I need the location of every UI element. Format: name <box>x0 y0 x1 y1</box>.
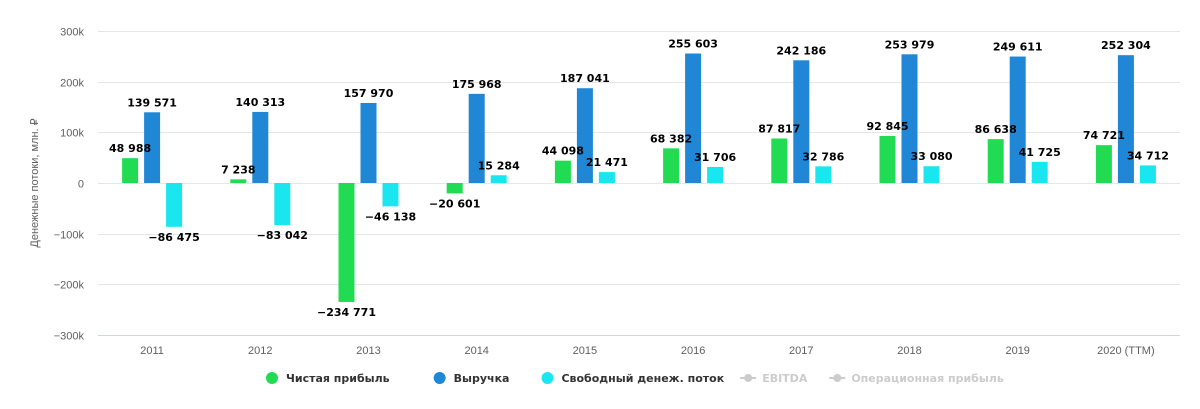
bar <box>1009 56 1026 183</box>
data-label: 15 284 <box>478 159 520 172</box>
bar <box>685 53 702 184</box>
legend-item[interactable]: Чистая прибыль <box>266 372 390 385</box>
legend-item[interactable]: Свободный денеж. поток <box>541 372 725 385</box>
bar <box>554 160 571 183</box>
bar <box>598 172 615 183</box>
bar <box>923 166 940 183</box>
data-label: 252 304 <box>1101 39 1151 52</box>
legend-marker <box>541 372 554 384</box>
bar <box>793 60 810 183</box>
legend: Чистая прибыль Выручка Свободный денеж. по… <box>266 372 1004 385</box>
data-label: 32 786 <box>802 150 844 163</box>
x-tick-label: 2012 <box>248 345 272 357</box>
bar <box>1117 55 1134 184</box>
legend-label: Выручка <box>454 372 510 385</box>
data-label: −86 475 <box>148 231 199 244</box>
bar <box>382 183 399 207</box>
data-label: 253 979 <box>885 38 935 51</box>
bar <box>815 166 832 183</box>
bar <box>707 166 724 183</box>
legend-marker <box>833 374 842 382</box>
bar <box>468 93 485 183</box>
data-label: 92 845 <box>866 120 908 133</box>
data-label: 74 721 <box>1083 129 1125 142</box>
x-tick-label: 2017 <box>789 345 813 357</box>
data-label: 255 603 <box>668 37 718 50</box>
bar <box>274 183 291 226</box>
x-tick-label: 2019 <box>1005 345 1029 357</box>
data-label: 31 706 <box>694 151 736 164</box>
data-label: 242 186 <box>776 44 826 57</box>
data-label: 48 988 <box>109 142 151 155</box>
data-label: 139 571 <box>127 96 177 109</box>
x-axis: 2011 2012 2013 2014 2015 2016 2017 2018 2019 2020… <box>98 335 1180 357</box>
bar <box>1139 165 1156 183</box>
bar <box>771 138 788 183</box>
legend-item[interactable]: Выручка <box>433 372 510 385</box>
data-label: 187 041 <box>560 72 610 85</box>
data-label: 140 313 <box>235 96 285 109</box>
legend-marker <box>744 374 753 382</box>
data-label: 86 638 <box>975 123 1017 136</box>
legend-item[interactable]: EBITDA <box>740 372 808 385</box>
bar <box>360 102 377 183</box>
y-tick-label: 300k <box>60 27 84 39</box>
y-tick-label: 200k <box>60 78 84 90</box>
data-label: −83 042 <box>257 229 308 242</box>
bar <box>338 183 355 302</box>
data-label: 87 817 <box>758 123 800 136</box>
x-tick-label: 2014 <box>464 345 488 357</box>
data-label: 157 970 <box>344 87 394 100</box>
bar <box>166 183 183 227</box>
bar <box>1095 145 1112 183</box>
data-label: 34 712 <box>1127 149 1169 162</box>
x-tick-label: 2016 <box>681 345 705 357</box>
bars <box>122 53 1156 302</box>
data-label: 44 098 <box>542 145 584 158</box>
bar <box>901 54 918 183</box>
bar <box>144 112 161 183</box>
y-tick-label: 100k <box>60 128 84 140</box>
data-label: −46 138 <box>365 210 416 223</box>
data-label: 68 382 <box>650 132 692 145</box>
bar <box>446 183 463 194</box>
legend-item[interactable]: Операционная прибыль <box>829 372 1004 385</box>
bar <box>879 135 896 183</box>
legend-marker <box>266 372 278 384</box>
y-axis-ticks: −300k −200k −100k 0 100k 200k 300k <box>54 27 85 343</box>
data-label: 21 471 <box>586 156 628 169</box>
data-label: 7 238 <box>221 163 255 176</box>
data-label: 249 611 <box>993 41 1043 54</box>
bar <box>122 158 139 183</box>
legend-label: Чистая прибыль <box>286 372 390 385</box>
data-label: −234 771 <box>317 306 376 319</box>
x-tick-label: 2011 <box>140 345 164 357</box>
bar <box>987 139 1004 183</box>
y-tick-label: −100k <box>54 230 85 242</box>
x-tick-label: 2020 (TTM) <box>1097 345 1154 357</box>
legend-label: EBITDA <box>762 372 808 385</box>
y-axis-title: Денежные потоки, млн. ₽ <box>29 118 41 247</box>
bar <box>663 148 680 183</box>
bar <box>490 175 507 183</box>
y-tick-label: 0 <box>78 179 84 191</box>
legend-label: Свободный денеж. поток <box>561 372 724 385</box>
bar <box>230 179 247 183</box>
x-tick-label: 2015 <box>573 345 597 357</box>
y-tick-label: −200k <box>54 280 85 292</box>
x-tick-label: 2013 <box>356 345 380 357</box>
data-label: 41 725 <box>1019 146 1061 159</box>
bar <box>1031 161 1048 183</box>
bar <box>252 111 269 183</box>
legend-marker <box>433 372 446 384</box>
data-label: −20 601 <box>429 197 480 210</box>
data-labels: 48 988 139 571 −86 475 7 238 140 313 −83 042 −… <box>109 37 1169 318</box>
bar <box>576 88 593 183</box>
data-label: 175 968 <box>452 78 502 91</box>
legend-label: Операционная прибыль <box>851 372 1004 385</box>
data-label: 33 080 <box>910 150 952 163</box>
x-tick-label: 2018 <box>897 345 921 357</box>
y-tick-label: −300k <box>54 331 85 343</box>
